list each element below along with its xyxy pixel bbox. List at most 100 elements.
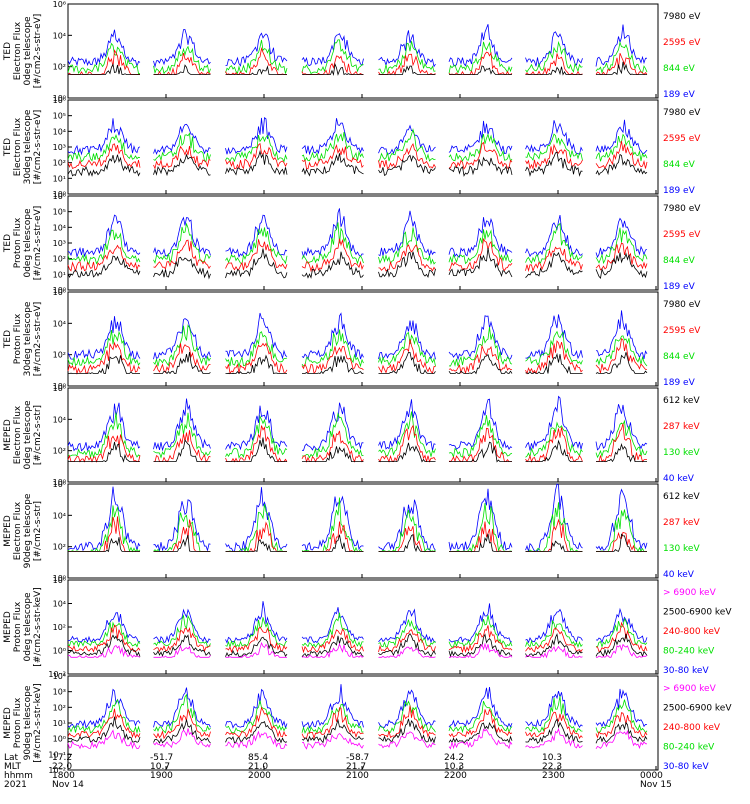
y-axis-label: Proton Flux: [13, 217, 23, 268]
series-trace: [68, 310, 658, 359]
series-trace: [68, 118, 658, 155]
legend-entry: 2595 eV: [663, 230, 701, 240]
panel-frame: [67, 99, 659, 195]
x-tick-label: 2100: [346, 771, 369, 781]
legend-entry: 80-240 keV: [663, 743, 715, 753]
y-axis-label: MEPED: [3, 515, 13, 547]
x-tick-label: 1900: [150, 771, 173, 781]
y-axis-label: 30deg telescope: [23, 109, 33, 184]
y-tick-label: 10³: [53, 239, 66, 248]
legend-entry: 844 eV: [663, 256, 696, 266]
y-axis-label: Proton Flux: [13, 313, 23, 364]
y-axis-label: 0deg telescope: [23, 400, 33, 470]
y-tick-label: 10⁴: [53, 31, 66, 40]
x-tick-label: 85.4: [248, 753, 268, 763]
panel-1: 10⁶ 10⁴ 10² 10⁰ TED Electron Flux 0deg telesco…: [3, 0, 701, 103]
panel-4: 10⁶ 10⁴ 10² 10⁰ TED Proton Flux 30deg telescop…: [3, 288, 701, 391]
y-tick-label: 10⁰: [53, 286, 66, 295]
legend-entry: 7980 eV: [663, 108, 701, 118]
y-tick-label: 10⁶: [53, 576, 66, 585]
x-tick-label: 0000: [640, 771, 663, 781]
legend-entry: 240-800 keV: [663, 627, 721, 637]
y-tick-label: 10⁻¹: [48, 750, 66, 759]
x-tick-label: Nov 14: [52, 780, 84, 790]
series-trace: [68, 684, 658, 728]
legend-entry: 2595 eV: [663, 38, 701, 48]
y-tick-label: 10²: [53, 63, 66, 72]
panel-3: 10⁶ 10⁵ 10⁴ 10³ 10² 10¹ 10⁰ TED Proton Flux 0deg …: [3, 192, 701, 295]
legend-entry: 130 keV: [663, 544, 700, 554]
legend-entry: 240-800 keV: [663, 723, 721, 733]
y-axis-label: TED: [3, 330, 13, 349]
y-axis-label: MEPED: [3, 419, 13, 451]
series-trace: [68, 498, 658, 552]
series-trace: [68, 397, 658, 451]
legend-entry: 287 keV: [663, 518, 700, 528]
panel-frame: [67, 579, 659, 675]
y-tick-label: 10⁰: [53, 735, 66, 744]
legend-entry: 40 keV: [663, 474, 695, 484]
legend-entry: 30-80 keV: [663, 762, 709, 772]
legend-entry: > 6900 keV: [663, 684, 717, 694]
x-tick-label: -51.7: [150, 753, 173, 763]
legend-entry: 189 eV: [663, 90, 696, 100]
legend-entry: 130 keV: [663, 448, 700, 458]
y-tick-label: 10¹: [53, 270, 66, 279]
y-tick-label: 10¹: [53, 719, 66, 728]
y-tick-label: 10⁻²: [48, 670, 66, 679]
y-axis-label: [#/cm2-s-str-eV]: [33, 302, 43, 377]
x-tick-label: 10.3: [444, 762, 464, 772]
x-row-label: Lat: [4, 753, 19, 763]
x-tick-label: 1800: [52, 771, 75, 781]
y-axis-label: TED: [3, 42, 13, 61]
y-axis-label: 90deg telescope: [23, 493, 33, 568]
x-tick-label: 24.2: [444, 753, 464, 763]
series-trace: [68, 222, 658, 264]
y-tick-label: 10⁶: [53, 96, 66, 105]
y-axis-label: 0deg telescope: [23, 592, 33, 662]
panel-frame: [67, 291, 659, 387]
y-axis-label: [#/cm2-s-str-eV]: [33, 206, 43, 281]
panel-8: 10⁴ 10³ 10² 10¹ 10⁰ 10⁻¹ 10⁻² MEPED Proton Flux 9…: [3, 672, 732, 775]
y-tick-label: 10²: [53, 159, 66, 168]
panel-5: 10⁶ 10⁴ 10² 10⁰ MEPED Electron Flux 0deg teles…: [3, 384, 700, 487]
y-tick-label: 10⁶: [53, 288, 66, 297]
y-tick-label: 10⁵: [53, 208, 66, 217]
series-trace: [68, 40, 658, 74]
y-tick-label: 10⁴: [53, 127, 66, 136]
y-tick-label: 10¹: [53, 174, 66, 183]
x-tick-label: -58.7: [346, 753, 369, 763]
y-axis-label: [#/cm2-s-str-keV]: [33, 587, 43, 666]
y-axis-label: MEPED: [3, 707, 13, 739]
y-axis-label: 30deg telescope: [23, 301, 33, 376]
y-axis-label: 90deg telescope: [23, 685, 33, 760]
legend-entry: 189 eV: [663, 282, 696, 292]
panel-2: 10⁶ 10⁵ 10⁴ 10³ 10² 10¹ 10⁰ TED Electron Flux 30d…: [3, 96, 701, 199]
series-trace: [68, 438, 658, 462]
y-axis-label: MEPED: [3, 611, 13, 643]
legend-entry: 2500-6900 keV: [663, 704, 732, 714]
legend-entry: 2595 eV: [663, 134, 701, 144]
y-axis-label: Electron Flux: [13, 21, 23, 80]
series-trace: [68, 717, 658, 744]
series-trace: [68, 613, 658, 648]
y-tick-label: 10³: [53, 143, 66, 152]
legend-entry: 844 eV: [663, 352, 696, 362]
y-tick-label: 10²: [53, 447, 66, 456]
x-tick-label: 21.7: [346, 762, 366, 772]
y-tick-label: 10⁶: [53, 0, 66, 9]
legend-entry: 189 eV: [663, 378, 696, 388]
x-tick-label: 2300: [542, 771, 565, 781]
y-tick-label: 10⁵: [53, 112, 66, 121]
y-axis-label: 0deg telescope: [23, 16, 33, 86]
panel-frame: [67, 387, 659, 483]
y-tick-label: 10²: [53, 623, 66, 632]
x-tick-label: 2000: [248, 771, 271, 781]
legend-entry: 844 eV: [663, 160, 696, 170]
y-tick-label: 10⁴: [53, 223, 66, 232]
y-tick-label: 10⁰: [53, 478, 66, 487]
series-trace: [68, 601, 658, 642]
y-tick-label: 10⁰: [53, 574, 66, 583]
y-tick-label: 10⁶: [53, 192, 66, 201]
series-trace: [68, 130, 658, 162]
